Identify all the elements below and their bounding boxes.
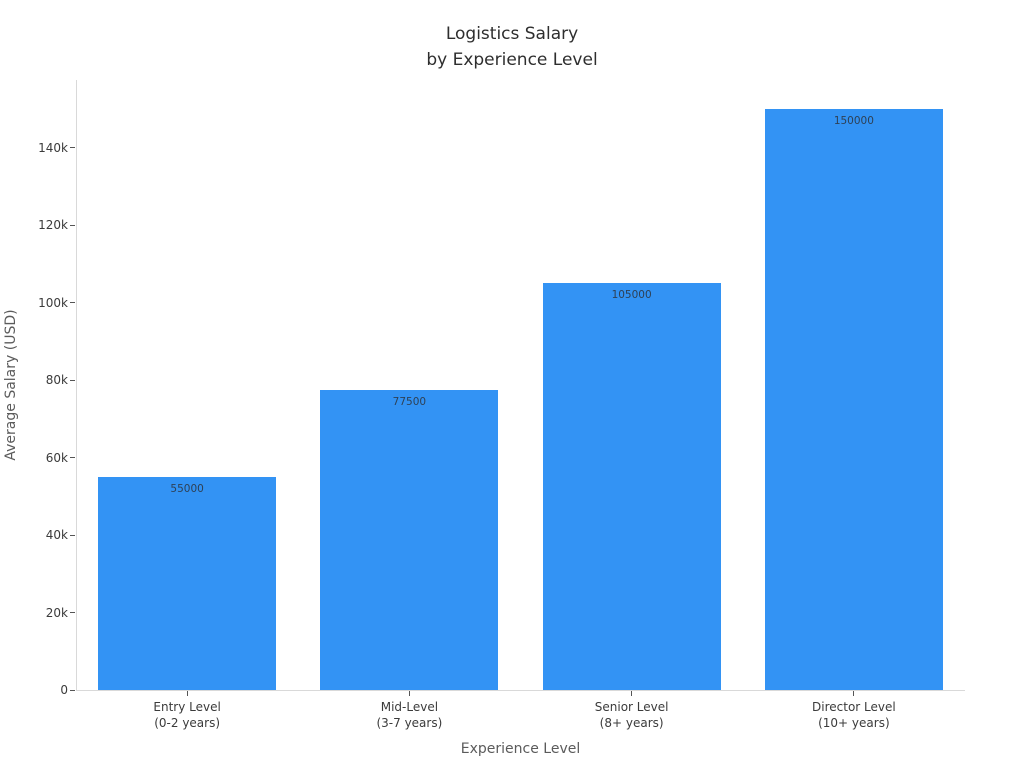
x-tick-mark [853, 691, 855, 696]
x-axis-line [76, 690, 965, 691]
y-tick-mark [70, 457, 75, 459]
x-tick-mark [631, 691, 633, 696]
x-tick-label-line-2: (3-7 years) [376, 716, 443, 730]
y-tick-label: 100k [38, 295, 68, 310]
bar [320, 389, 499, 690]
bar [764, 109, 943, 690]
chart-title: Logistics Salary by Experience Level [0, 21, 1024, 73]
x-tick-label-line-2: (8+ years) [599, 716, 664, 730]
y-tick-label: 20k [45, 605, 68, 620]
plot-area: 0 20k 40k 60k 80k 100k 120k 140k 55000 Entry Leve… [38, 80, 965, 730]
chart-title-line-1: Logistics Salary [445, 24, 579, 44]
y-axis-title: Average Salary (USD) [3, 309, 19, 461]
y-tick-label: 60k [45, 450, 68, 465]
bar-value-label: 150000 [833, 115, 874, 128]
y-tick-mark [70, 302, 75, 304]
y-tick-label: 120k [38, 218, 68, 233]
x-tick-label: Senior Level (8+ years) [521, 699, 743, 731]
y-tick-mark [70, 534, 75, 536]
x-tick-mark [186, 691, 188, 696]
x-tick-label: Entry Level (0-2 years) [76, 699, 298, 731]
y-tick-mark [70, 147, 75, 149]
y-tick-mark [70, 612, 75, 614]
x-tick-label-line-1: Mid-Level [380, 700, 439, 714]
x-tick-label-line-1: Entry Level [153, 700, 221, 714]
x-tick-label-line-2: (0-2 years) [154, 716, 221, 730]
y-tick-label: 140k [38, 140, 68, 155]
bar [542, 283, 721, 690]
y-axis-line [76, 80, 77, 690]
y-tick-mark [70, 689, 75, 691]
x-tick-label-line-1: Director Level [812, 700, 896, 714]
x-tick-label-line-1: Senior Level [594, 700, 669, 714]
y-tick-label: 80k [45, 373, 68, 388]
bar-value-label: 55000 [170, 482, 204, 495]
x-tick-mark [408, 691, 410, 696]
bar-value-label: 105000 [611, 289, 652, 302]
y-tick-label: 40k [45, 528, 68, 543]
x-axis-title: Experience Level [460, 741, 581, 757]
y-tick-mark [70, 379, 75, 381]
y-tick-label: 0 [60, 683, 68, 697]
bar-value-label: 77500 [392, 395, 427, 408]
x-tick-label: Director Level (10+ years) [743, 699, 965, 731]
chart-title-line-2: by Experience Level [426, 50, 598, 70]
x-tick-label-line-2: (10+ years) [818, 716, 890, 730]
x-tick-label: Mid-Level (3-7 years) [298, 699, 520, 731]
bar [98, 476, 277, 690]
y-tick-mark [70, 224, 75, 226]
